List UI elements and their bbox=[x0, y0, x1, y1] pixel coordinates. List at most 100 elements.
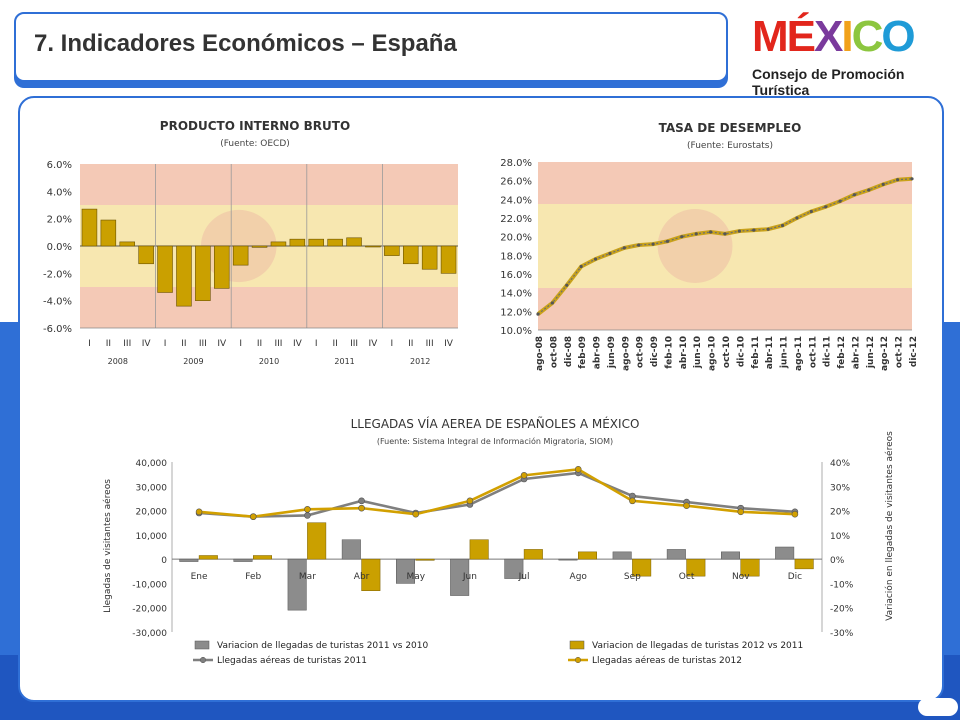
arrivals-bar-2012 bbox=[686, 558, 706, 577]
logo-letter: C bbox=[851, 12, 884, 61]
arrivals-bar-2012 bbox=[307, 522, 327, 560]
arrivals-line-2012-point bbox=[791, 510, 799, 518]
gdp-quarter-label: III bbox=[199, 339, 207, 349]
arrivals-bar-2011 bbox=[233, 558, 253, 562]
gdp-quarter-label: IV bbox=[444, 339, 454, 349]
gdp-quarter-label: IV bbox=[217, 339, 227, 349]
arrivals-subtitle: (Fuente: Sistema Integral de Información… bbox=[377, 436, 613, 446]
logo-letter: M bbox=[752, 12, 789, 61]
gdp-bar bbox=[270, 241, 287, 247]
unemp-ytick-label: 14.0% bbox=[500, 289, 532, 300]
arrivals-y2tick-label: -20% bbox=[830, 605, 854, 615]
gdp-quarter-label: II bbox=[106, 339, 111, 349]
gdp-bar bbox=[195, 245, 211, 301]
unemp-point bbox=[651, 242, 655, 246]
unemp-ytick-label: 16.0% bbox=[500, 270, 532, 281]
unemp-xtick-label: ago-09 bbox=[621, 336, 631, 371]
gdp-ytick-label: -6.0% bbox=[43, 324, 72, 335]
arrivals-title: LLEGADAS VÍA AEREA DE ESPAÑOLES A MÉXICO bbox=[351, 416, 640, 431]
arrivals-line-2011-point bbox=[304, 512, 311, 519]
gdp-title: PRODUCTO INTERNO BRUTO bbox=[160, 119, 350, 133]
gdp-quarter-label: IV bbox=[369, 339, 379, 349]
gdp-bar bbox=[365, 245, 381, 248]
unemp-point bbox=[780, 223, 785, 228]
arrivals-category-label: Nov bbox=[732, 572, 750, 582]
arrivals-category-label: Jun bbox=[462, 572, 477, 582]
arrivals-y2tick-label: -10% bbox=[830, 580, 854, 590]
unemp-xtick-label: feb-11 bbox=[751, 336, 761, 369]
logo-letter: I bbox=[841, 12, 853, 61]
logo-letter: X bbox=[814, 12, 843, 61]
unemp-point bbox=[752, 228, 756, 232]
gdp-quarter-label: I bbox=[88, 339, 91, 349]
unemp-point bbox=[795, 216, 799, 220]
unemp-xtick-label: feb-12 bbox=[837, 336, 847, 369]
arrivals-bar-2012 bbox=[361, 558, 381, 591]
mexico-logo: MÉXICO Consejo de Promoción Turística bbox=[752, 12, 952, 98]
unemp-xtick-label: ago-12 bbox=[880, 336, 890, 371]
unemp-point bbox=[680, 235, 684, 239]
unemp-xtick-label: dic-10 bbox=[736, 336, 746, 367]
unemp-title: TASA DE DESEMPLEO bbox=[659, 121, 802, 135]
unemp-xtick-label: oct-12 bbox=[895, 336, 905, 368]
unemp-xtick-label: abr-12 bbox=[851, 336, 861, 369]
unemp-ytick-label: 24.0% bbox=[500, 195, 532, 206]
arrivals-category-label: Abr bbox=[354, 572, 370, 582]
arrivals-line-2012-point bbox=[574, 465, 582, 473]
gdp-bar bbox=[327, 238, 343, 247]
gdp-quarter-label: III bbox=[426, 339, 434, 349]
gdp-bar bbox=[81, 208, 98, 247]
arrivals-category-label: May bbox=[406, 572, 425, 582]
arrivals-bar-2011 bbox=[775, 546, 795, 560]
arrivals-y2tick-label: 10% bbox=[830, 532, 850, 542]
arrivals-category-label: Ago bbox=[570, 572, 588, 582]
arrivals-line-2012-point bbox=[195, 508, 203, 516]
unemp-point bbox=[766, 227, 770, 231]
legend-swatch bbox=[194, 640, 210, 650]
legend-label: Llegadas aéreas de turistas 2011 bbox=[217, 655, 367, 666]
arrivals-line-2012-point bbox=[629, 497, 636, 505]
gdp-bar bbox=[440, 245, 457, 274]
arrivals-y2tick-label: 30% bbox=[830, 483, 850, 493]
arrivals-ytick-label: 20,000 bbox=[136, 508, 168, 518]
gdp-quarter-label: I bbox=[391, 339, 394, 349]
unemp-ytick-label: 10.0% bbox=[500, 326, 532, 337]
arrivals-ytick-label: 30,000 bbox=[136, 483, 168, 493]
arrivals-bar-2012 bbox=[794, 558, 814, 570]
unemp-xtick-label: dic-08 bbox=[564, 336, 574, 367]
unemployment-chart: TASA DE DESEMPLEO (Fuente: Eurostats) 28.0… bbox=[500, 121, 919, 371]
unemp-point bbox=[665, 239, 670, 243]
arrivals-category-label: Mar bbox=[299, 572, 316, 582]
gdp-quarter-label: III bbox=[123, 339, 131, 349]
gdp-ytick-label: -2.0% bbox=[43, 269, 72, 280]
logo-letter: É bbox=[786, 12, 816, 61]
arrivals-bar-2011 bbox=[721, 551, 740, 560]
arrivals-category-label: Dic bbox=[788, 572, 802, 582]
unemp-xtick-label: ago-10 bbox=[708, 336, 718, 371]
unemp-point bbox=[694, 232, 698, 236]
gdp-bar bbox=[289, 238, 306, 247]
gdp-bar bbox=[119, 241, 136, 247]
unemp-xtick-label: dic-11 bbox=[823, 336, 833, 367]
gdp-quarter-label: IV bbox=[293, 339, 303, 349]
unemp-point bbox=[579, 264, 583, 269]
legend-swatch-marker bbox=[199, 656, 207, 664]
unemp-line bbox=[537, 178, 913, 315]
unemp-xtick-label: jun-12 bbox=[866, 336, 876, 369]
gdp-ytick-label: 4.0% bbox=[47, 187, 72, 198]
arrivals-bar-2011 bbox=[341, 539, 361, 560]
logo-letter: O bbox=[881, 12, 915, 61]
unemp-point bbox=[709, 230, 713, 234]
unemp-xtick-label: ago-11 bbox=[794, 336, 804, 371]
unemp-point bbox=[550, 301, 554, 305]
gdp-quarter-label: IV bbox=[142, 339, 152, 349]
gdp-bar bbox=[232, 245, 249, 266]
arrivals-y2tick-label: 40% bbox=[830, 459, 850, 469]
gdp-bar bbox=[176, 245, 192, 307]
unemp-ytick-label: 12.0% bbox=[500, 307, 532, 318]
unemp-point bbox=[867, 188, 871, 192]
arrivals-bar-2011 bbox=[666, 549, 686, 560]
gdp-quarter-label: I bbox=[315, 339, 318, 349]
arrivals-category-label: Oct bbox=[679, 572, 695, 582]
arrivals-line-2012-point bbox=[358, 504, 365, 512]
